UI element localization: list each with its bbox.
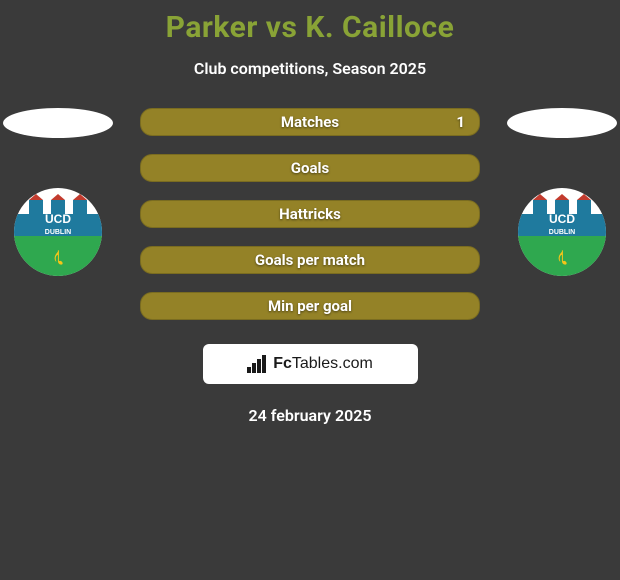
page-title: Parker vs K. Cailloce bbox=[0, 0, 620, 45]
house-icon bbox=[533, 200, 547, 214]
brand-box[interactable]: FcTables.com bbox=[203, 344, 418, 384]
stats-column: Matches 1 Goals Hattricks Goals per matc… bbox=[140, 108, 480, 320]
stat-label: Goals per match bbox=[255, 251, 365, 269]
crest-line2: DUBLIN bbox=[45, 229, 71, 236]
brand-main: Tables bbox=[292, 355, 338, 372]
house-icon bbox=[73, 200, 87, 214]
stat-label: Hattricks bbox=[279, 205, 341, 223]
right-player-column: UCD DUBLIN ♪ bbox=[512, 108, 612, 276]
stat-row-goals: Goals bbox=[140, 154, 480, 182]
left-club-crest: UCD DUBLIN ♪ bbox=[14, 188, 102, 276]
left-player-column: UCD DUBLIN ♪ bbox=[8, 108, 108, 276]
brand-suffix: .com bbox=[338, 355, 373, 372]
date-text: 24 february 2025 bbox=[0, 406, 620, 425]
stat-row-goals-per-match: Goals per match bbox=[140, 246, 480, 274]
harp-icon: ♪ bbox=[52, 241, 65, 272]
stat-row-min-per-goal: Min per goal bbox=[140, 292, 480, 320]
bar-chart-icon bbox=[247, 355, 269, 373]
stat-row-hattricks: Hattricks bbox=[140, 200, 480, 228]
stat-right-value: 1 bbox=[456, 113, 465, 131]
stat-label: Matches bbox=[281, 113, 339, 131]
crest-houses-row bbox=[14, 188, 102, 214]
stat-label: Goals bbox=[291, 159, 329, 177]
house-icon bbox=[577, 200, 591, 214]
left-player-oval bbox=[3, 108, 113, 138]
house-icon bbox=[29, 200, 43, 214]
crest-line1: UCD bbox=[45, 212, 71, 226]
brand-prefix: Fc bbox=[273, 355, 292, 372]
stat-label: Min per goal bbox=[268, 297, 352, 315]
subtitle: Club competitions, Season 2025 bbox=[0, 59, 620, 78]
crest-harp: ♪ bbox=[518, 236, 606, 276]
crest-line2: DUBLIN bbox=[549, 229, 575, 236]
brand-text: FcTables.com bbox=[273, 355, 373, 373]
right-player-oval bbox=[507, 108, 617, 138]
crest-text: UCD DUBLIN bbox=[14, 214, 102, 236]
content-row: UCD DUBLIN ♪ Matches 1 Goals Hattricks bbox=[0, 108, 620, 320]
comparison-card: Parker vs K. Cailloce Club competitions,… bbox=[0, 0, 620, 580]
crest-harp: ♪ bbox=[14, 236, 102, 276]
crest-houses-row bbox=[518, 188, 606, 214]
crest-text: UCD DUBLIN bbox=[518, 214, 606, 236]
crest-line1: UCD bbox=[549, 212, 575, 226]
harp-icon: ♪ bbox=[556, 241, 569, 272]
stat-row-matches: Matches 1 bbox=[140, 108, 480, 136]
right-club-crest: UCD DUBLIN ♪ bbox=[518, 188, 606, 276]
